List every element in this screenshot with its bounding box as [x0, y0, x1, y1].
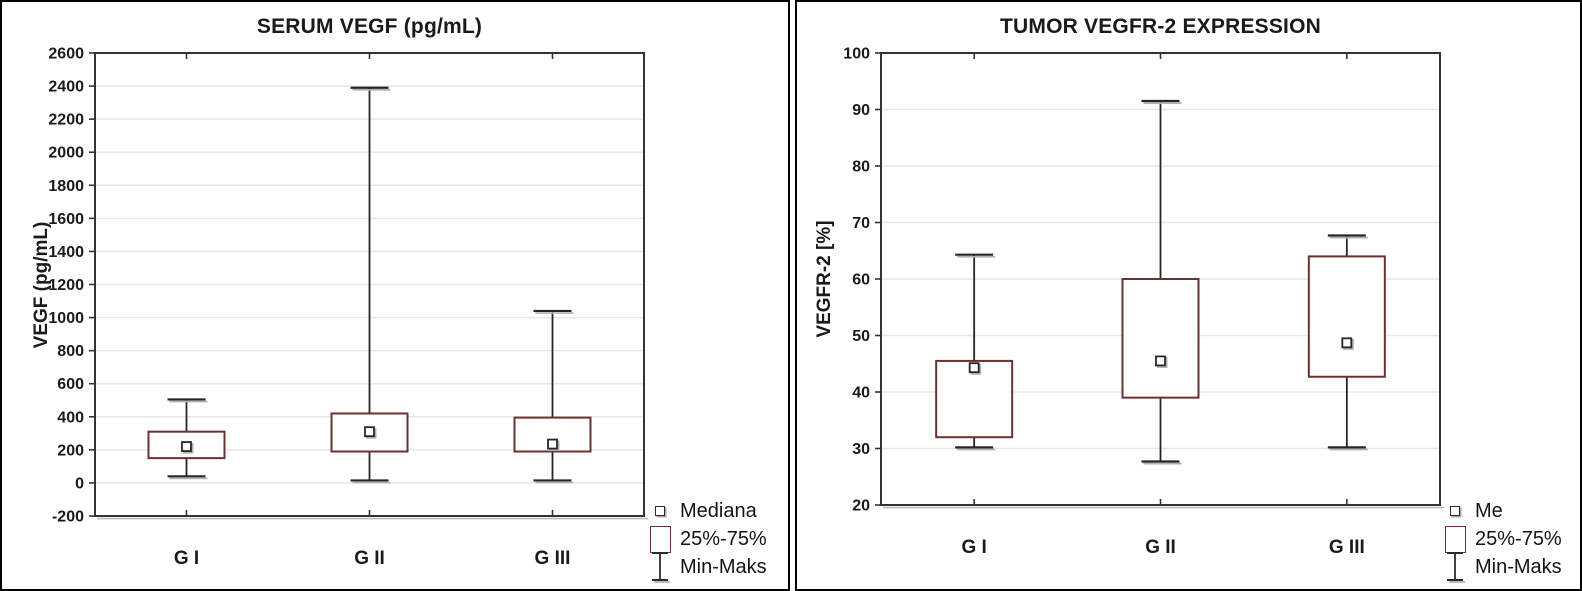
y-tick-label: 600	[57, 376, 84, 393]
legend-label: Min-Maks	[680, 555, 767, 578]
iqr-box-icon	[1444, 525, 1466, 553]
legend-item-iqr: 25%-75%	[1443, 525, 1562, 553]
category-label: G I	[961, 537, 986, 558]
legend-label: 25%-75%	[680, 527, 767, 550]
legend-item-iqr: 25%-75%	[648, 525, 767, 553]
y-axis-label: VEGFR-2 [%]	[814, 220, 835, 338]
panel-tumor-vegfr2: 20 30 40 50 60 70 80 90 100 G I G II G III TUMOR VE…	[795, 0, 1582, 591]
legend-item-minmax: Min-Maks	[648, 552, 767, 583]
legend-label: 25%-75%	[1475, 527, 1562, 550]
y-tick-label: 400	[57, 409, 84, 426]
y-tick-label: 0	[75, 475, 84, 492]
y-tick-label: 40	[852, 385, 870, 402]
y-tick-label: 200	[57, 442, 84, 459]
legend-item-median: Mediana	[648, 497, 767, 525]
median-marker	[364, 426, 375, 438]
y-tick-label: 2200	[48, 112, 84, 129]
y-tick-label: 1400	[48, 244, 84, 261]
legend: Me 25%-75% Min-Maks	[1443, 497, 1562, 583]
y-tick-label: 50	[852, 328, 870, 345]
median-marker	[968, 362, 980, 374]
panel-serum-vegf: -200 0 200 400 600 800 1000 1200 1400 1600 1800 200…	[0, 0, 790, 591]
min-max-whisker-icon	[652, 552, 670, 583]
category-label: G I	[174, 548, 199, 569]
category-label: G III	[1329, 537, 1365, 558]
y-tick-label: 2600	[48, 46, 84, 63]
y-tick-label: 2400	[48, 79, 84, 96]
y-tick-label: 30	[852, 441, 870, 458]
y-tick-label: 1800	[48, 178, 84, 195]
y-tick-label: 1000	[48, 310, 84, 327]
legend-label: Min-Maks	[1475, 555, 1562, 578]
y-tick-label: 2000	[48, 145, 84, 162]
y-tick-label: 100	[843, 46, 870, 63]
y-tick-label: 90	[852, 102, 870, 119]
y-tick-label: 20	[852, 498, 870, 515]
y-axis-label: VEGF (pg/mL)	[31, 221, 52, 349]
legend: Mediana 25%-75% Min-Maks	[648, 497, 767, 583]
y-tick-label: 1200	[48, 277, 84, 294]
y-tick-label: 800	[57, 343, 84, 360]
legend-item-minmax: Min-Maks	[1443, 552, 1562, 583]
iqr-box	[1307, 255, 1386, 378]
legend-item-median: Me	[1443, 497, 1562, 525]
chart-title: TUMOR VEGFR-2 EXPRESSION	[999, 15, 1321, 38]
category-label: G II	[1145, 537, 1176, 558]
median-marker	[1341, 337, 1353, 349]
legend-label: Mediana	[680, 499, 757, 522]
chart-title: SERUM VEGF (pg/mL)	[256, 15, 483, 38]
y-tick-label: 70	[852, 215, 870, 232]
iqr-box-icon	[649, 525, 671, 553]
tumor-vegfr2-boxplot-canvas: 20 30 40 50 60 70 80 90 100 G I G II G III	[843, 46, 1444, 558]
legend-label: Me	[1475, 499, 1503, 522]
y-tick-label: 1600	[48, 211, 84, 228]
iqr-box	[330, 412, 409, 453]
median-marker	[547, 438, 558, 450]
serum-vegf-boxplot-canvas: -200 0 200 400 600 800 1000 1200 1400 1600 1800 200…	[48, 46, 648, 569]
median-marker-icon	[1450, 506, 1460, 516]
iqr-box	[1121, 278, 1200, 399]
y-tick-label: 60	[852, 272, 870, 289]
median-marker-icon	[655, 506, 665, 516]
min-max-whisker-icon	[1447, 552, 1465, 583]
median-marker	[181, 441, 192, 452]
median-marker	[1155, 355, 1166, 367]
y-tick-label: -200	[52, 509, 84, 526]
category-label: G II	[354, 548, 385, 569]
category-label: G III	[535, 548, 571, 569]
y-tick-label: 80	[852, 159, 870, 176]
